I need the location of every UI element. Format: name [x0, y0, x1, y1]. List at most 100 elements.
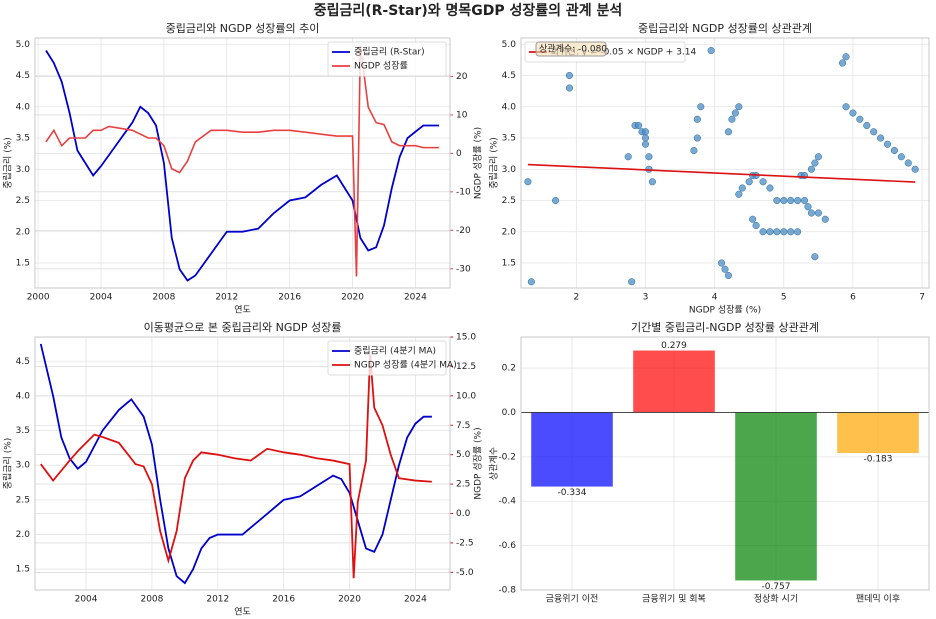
plot-frame: [34, 37, 451, 289]
x-tick-label: 금융위기 및 회복: [642, 593, 706, 605]
x-tick-label: 2020: [341, 293, 364, 303]
x-tick-label: 7: [919, 293, 925, 303]
y-tick-label: 4.5: [16, 357, 30, 367]
y-tick-label: 1.5: [502, 259, 516, 269]
y2-tick-label: 5.0: [456, 450, 471, 460]
scatter-point: [752, 221, 760, 230]
bar: [735, 412, 817, 581]
y-axis-label: 중립금리 (%): [3, 438, 14, 490]
y-tick-label: 3.5: [16, 134, 30, 144]
legend-box: [327, 340, 447, 376]
scatter-point: [735, 103, 743, 111]
scatter-point: [624, 153, 632, 161]
y-tick-label: 4.0: [502, 102, 517, 112]
scatter-point: [904, 159, 912, 167]
y-tick-label: 0.0: [502, 408, 517, 418]
x-tick-label: 2024: [404, 595, 427, 605]
y2-tick-label: 7.5: [456, 421, 470, 431]
y2-tick-label: 20: [456, 72, 468, 82]
plot-frame: [34, 336, 451, 591]
legend-box: [327, 41, 447, 77]
chart-title: 기간별 중립금리-NGDP 성장률 상관관계: [631, 321, 819, 334]
x-tick-label: 2008: [152, 293, 175, 303]
y-axis-label: 중립금리 (%): [3, 137, 14, 189]
y2-tick-label: 2.5: [456, 480, 470, 490]
y-tick-label: 0.2: [502, 364, 516, 374]
y2-tick-label: -30: [456, 264, 471, 274]
x-tick-label: 5: [781, 293, 787, 303]
scatter-point: [724, 128, 733, 136]
y-tick-label: 5.0: [16, 40, 31, 50]
bar: [837, 412, 919, 454]
x-tick-label: 4: [712, 293, 718, 303]
scatter-point: [897, 153, 905, 161]
x-axis-label: NGDP 성장률 (%): [689, 305, 761, 316]
scatter-point: [773, 228, 781, 236]
bar: [531, 412, 613, 487]
y-tick-label: 4.5: [502, 71, 516, 81]
scatter-point: [759, 178, 767, 186]
y-tick-label: 3.5: [16, 426, 30, 436]
y-tick-label: 2.5: [16, 196, 30, 206]
y-tick-label: 4.0: [16, 391, 31, 401]
plot-frame: [520, 37, 930, 289]
y-tick-label: -0.4: [498, 497, 516, 507]
figure-title: 중립금리(R-Star)와 명목GDP 성장률의 관계 분석: [314, 2, 623, 19]
plot-area: [45, 45, 439, 282]
scatter-point: [724, 271, 733, 280]
scatter-point: [552, 196, 560, 205]
x-tick-label: 6: [850, 293, 856, 303]
scatter-point: [766, 184, 774, 192]
scatter-point: [648, 178, 656, 186]
scatter-point: [877, 134, 885, 142]
y-tick-label: 1.5: [16, 565, 30, 575]
scatter-point: [565, 71, 573, 80]
y-tick-label: 3.0: [16, 165, 31, 175]
scatter-point: [794, 196, 802, 205]
y2-tick-label: 0: [456, 149, 462, 159]
scatter-point: [814, 153, 822, 161]
scatter-point: [749, 215, 757, 223]
scatter-point: [811, 253, 819, 261]
legend-label: NGDP 성장률 (4분기 MA): [354, 360, 457, 371]
scatter-point: [773, 196, 781, 205]
scatter-point: [787, 228, 795, 236]
y-axis-label: 중립금리 (%): [489, 137, 500, 189]
x-tick-label: 정상화 시기: [754, 594, 798, 605]
bar: [633, 350, 715, 413]
x-tick-label: 2: [573, 293, 579, 303]
y-tick-label: -0.6: [498, 541, 516, 551]
y-tick-label: 2.5: [16, 495, 30, 505]
scatter-point: [635, 121, 643, 130]
y2-tick-label: -20: [456, 226, 471, 236]
scatter-point: [849, 109, 857, 117]
scatter-point: [728, 115, 736, 123]
scatter-point: [800, 196, 809, 205]
y-tick-label: 2.0: [502, 227, 517, 237]
scatter-point: [565, 84, 573, 92]
y-tick-label: 4.0: [16, 102, 31, 112]
y-tick-label: 2.5: [502, 196, 516, 206]
x-axis-label: 연도: [234, 607, 251, 618]
scatter-point: [863, 121, 871, 130]
plot-frame: [520, 336, 930, 591]
annotation-box: [535, 41, 607, 57]
x-tick-label: 2000: [27, 293, 50, 303]
x-axis-label: 연도: [234, 305, 251, 316]
plot-area: [531, 337, 919, 590]
y-tick-label: 2.0: [16, 530, 31, 540]
chart-title: 중립금리와 NGDP 성장률의 추이: [166, 22, 320, 35]
scatter-point: [780, 196, 788, 205]
scatter-point: [811, 159, 819, 167]
legend-label: 회귀선: y = -0.05 × NGDP + 3.14: [551, 47, 697, 58]
y2-tick-label: 10.0: [456, 391, 476, 401]
scatter-point: [839, 59, 847, 67]
y-tick-label: 2.0: [16, 227, 31, 237]
bar-value-label: -0.334: [557, 488, 586, 498]
legend-label: 중립금리 (R-Star): [354, 47, 425, 58]
y-tick-label: 5.0: [502, 40, 517, 50]
scatter-point: [641, 128, 650, 136]
x-tick-label: 2016: [278, 293, 301, 303]
scatter-point: [690, 146, 698, 155]
y2-tick-label: 10: [456, 110, 468, 120]
